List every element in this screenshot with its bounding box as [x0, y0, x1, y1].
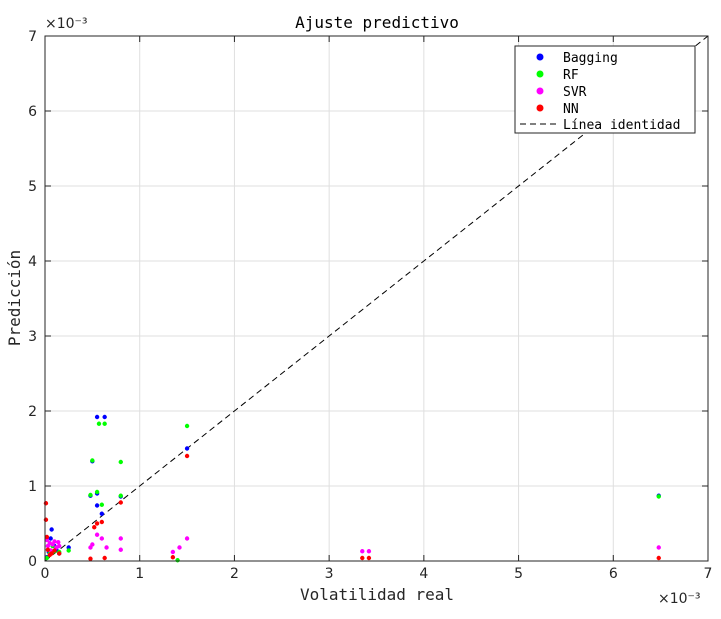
y-tick-label: 5 [28, 179, 37, 195]
point-bagging [48, 536, 53, 541]
point-nn [360, 555, 365, 561]
point-rf [66, 548, 71, 553]
point-bagging [102, 414, 107, 420]
legend-label-svr: SVR [563, 85, 587, 100]
y-axis-exponent: ×10⁻³ [45, 16, 88, 32]
x-axis-exponent: ×10⁻³ [658, 591, 701, 607]
legend-marker-svr [536, 87, 544, 95]
point-rf [656, 494, 661, 499]
y-tick-label: 1 [28, 479, 37, 495]
point-svr [177, 545, 182, 550]
plot-frame [44, 35, 709, 562]
point-nn [118, 500, 123, 505]
y-tick-label: 4 [28, 254, 37, 270]
point-rf [90, 458, 95, 463]
point-rf [44, 555, 50, 561]
point-svr [366, 549, 372, 554]
point-nn [44, 534, 50, 540]
point-nn [43, 501, 49, 506]
point-nn [102, 555, 107, 561]
point-svr [57, 543, 62, 549]
y-tick-label: 7 [28, 29, 37, 45]
x-tick-label: 1 [135, 566, 144, 582]
point-nn [57, 551, 62, 556]
point-svr [170, 549, 176, 555]
x-tick-label: 7 [704, 566, 713, 582]
point-svr [184, 536, 190, 541]
y-tick-label: 0 [28, 554, 37, 570]
point-bagging [99, 511, 105, 516]
legend: Bagging RF SVR NN Línea identidad [514, 45, 696, 134]
point-nn [45, 547, 51, 552]
point-rf [94, 489, 100, 495]
y-tick-label: 6 [28, 104, 37, 120]
point-nn [94, 521, 100, 526]
point-nn [92, 525, 97, 530]
x-tick-label: 5 [514, 566, 523, 582]
point-nn [184, 453, 190, 459]
point-svr [118, 536, 123, 541]
point-bagging [184, 446, 190, 451]
chart-title: Ajuste predictivo [295, 13, 459, 32]
point-nn [43, 517, 49, 522]
point-svr [360, 549, 365, 554]
point-svr [94, 532, 100, 537]
x-axis-label: Volatilidad real [300, 585, 454, 604]
point-nn [52, 548, 57, 553]
point-nn [88, 556, 93, 561]
point-nn [99, 519, 105, 525]
legend-box [514, 45, 696, 134]
point-rf [88, 492, 93, 498]
point-bagging [94, 414, 100, 420]
point-nn [656, 555, 661, 561]
point-nn [49, 551, 54, 556]
legend-label-rf: RF [563, 68, 579, 83]
point-svr [99, 536, 105, 541]
data-points [43, 414, 661, 563]
point-rf [118, 459, 123, 465]
y-axis-ticks: 0 1 2 3 4 5 6 7 [28, 29, 708, 570]
x-tick-label: 4 [419, 566, 428, 582]
point-rf [184, 423, 190, 429]
x-tick-label: 6 [609, 566, 618, 582]
point-svr [52, 539, 57, 544]
x-axis-ticks: 0 1 2 3 4 5 6 7 [41, 36, 713, 582]
y-axis-label: Predicción [5, 250, 24, 346]
point-nn [366, 555, 372, 561]
point-svr [104, 545, 109, 550]
y-tick-label: 3 [28, 329, 37, 345]
point-rf [96, 421, 102, 426]
legend-marker-rf [536, 70, 544, 78]
point-rf [118, 493, 123, 498]
y-tick-label: 2 [28, 404, 37, 420]
point-rf [99, 502, 105, 507]
point-svr [56, 540, 61, 545]
legend-label-identity: Línea identidad [563, 118, 680, 133]
point-svr [656, 545, 661, 550]
point-bagging [94, 503, 100, 508]
x-tick-label: 0 [41, 566, 50, 582]
x-tick-label: 3 [325, 566, 334, 582]
point-rf [102, 421, 107, 426]
point-nn [170, 555, 176, 560]
legend-label-nn: NN [563, 102, 579, 117]
legend-marker-nn [536, 104, 544, 112]
point-bagging [49, 527, 54, 532]
legend-label-bagging: Bagging [563, 51, 618, 66]
point-svr [90, 542, 95, 547]
point-svr [118, 547, 123, 552]
point-rf [175, 558, 180, 563]
x-tick-label: 2 [230, 566, 239, 582]
legend-marker-bagging [536, 53, 544, 61]
